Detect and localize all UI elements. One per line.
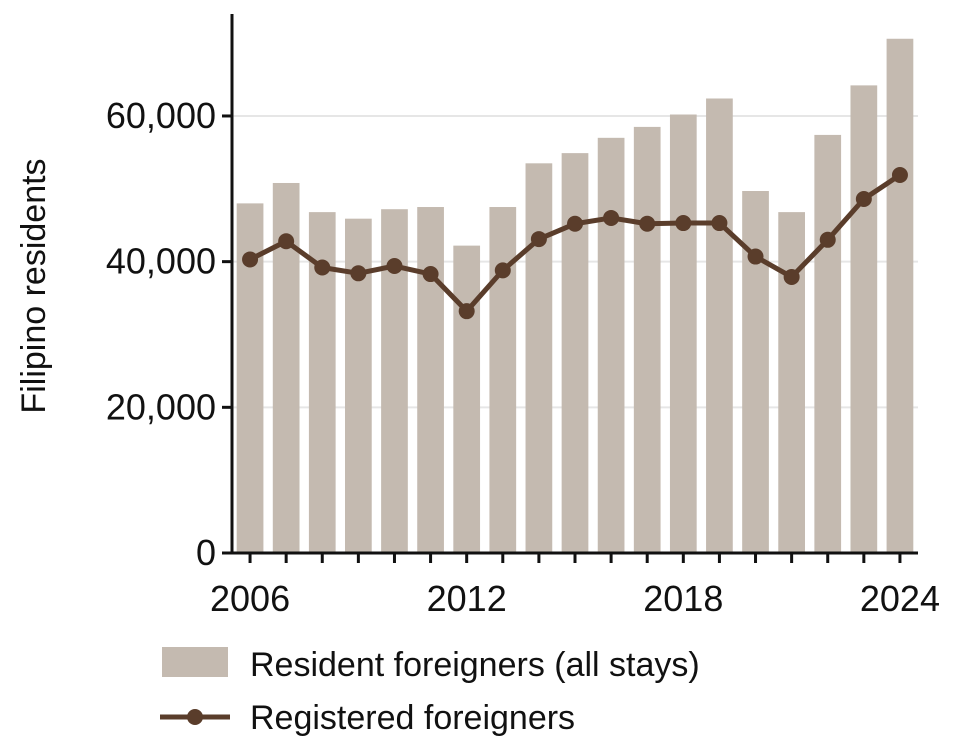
- bar: [886, 38, 914, 553]
- line-point: [711, 215, 728, 232]
- y-tick-label: 20,000: [106, 386, 216, 427]
- x-tick-label: 2018: [643, 578, 723, 619]
- line-point: [819, 231, 836, 248]
- bar: [525, 163, 553, 553]
- line-point: [855, 191, 872, 208]
- line-point: [278, 233, 295, 250]
- line-point: [458, 303, 475, 320]
- line-point: [530, 231, 547, 248]
- bar: [597, 137, 625, 553]
- line-point: [783, 268, 800, 285]
- legend: Resident foreigners (all stays) Register…: [160, 646, 700, 737]
- bar: [561, 153, 589, 553]
- y-tick-label: 40,000: [106, 241, 216, 282]
- line-series: [242, 166, 908, 320]
- line-point: [242, 251, 259, 268]
- bar: [633, 126, 661, 553]
- bar: [453, 245, 481, 553]
- y-axis-label: Filipino residents: [15, 158, 53, 413]
- y-tick-label: 0: [196, 532, 216, 573]
- line-point: [891, 166, 908, 183]
- x-tick-label: 2006: [210, 578, 290, 619]
- line-point: [386, 258, 403, 275]
- line-point: [567, 215, 583, 232]
- line-point: [639, 215, 656, 232]
- bar: [706, 98, 733, 554]
- x-tick-label: 2024: [860, 578, 940, 619]
- y-axis-ticks: 0 20,000 40,000 60,000: [106, 95, 232, 573]
- line-point: [747, 248, 764, 265]
- bar: [417, 207, 444, 553]
- bar: [778, 212, 805, 554]
- legend-swatch-bar: [162, 647, 228, 677]
- line-point: [603, 209, 620, 226]
- bar: [669, 114, 697, 554]
- legend-label-bar: Resident foreigners (all stays): [250, 646, 700, 684]
- y-tick-label: 60,000: [106, 95, 216, 136]
- line-point: [675, 215, 692, 232]
- legend-swatch-marker: [187, 709, 203, 725]
- bar: [814, 134, 842, 553]
- line-point: [494, 262, 511, 279]
- x-tick-label: 2012: [427, 578, 507, 619]
- x-axis-ticks: 2006 2012 2018 2024: [210, 553, 940, 619]
- bar: [850, 85, 878, 554]
- bar: [489, 207, 517, 553]
- line-point: [422, 266, 439, 283]
- line-point: [350, 265, 367, 282]
- legend-label-line: Registered foreigners: [250, 699, 575, 737]
- line-point: [314, 259, 331, 276]
